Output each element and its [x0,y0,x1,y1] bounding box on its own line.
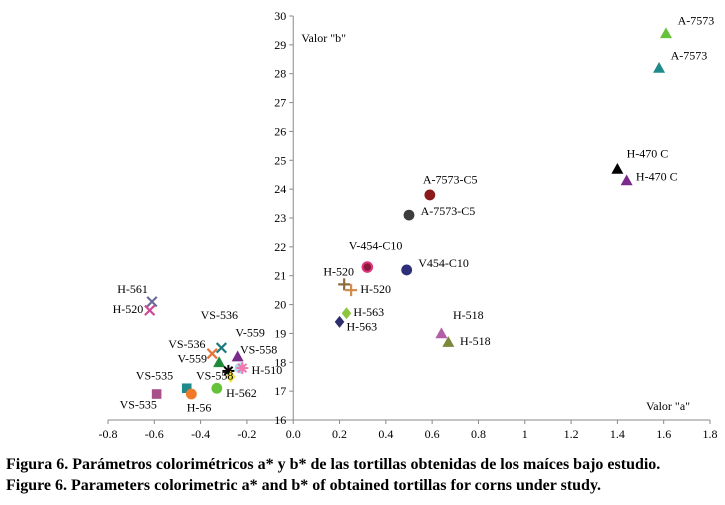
y-tick-label: 21 [274,269,286,283]
scatter-chart: -0.8 -0.6 -0.4 -0.2 0.0 0.2 0.4 0.6 0.8 1 1.2 1.4 1.… [99,9,718,441]
data-label: A-7573 [678,14,715,28]
data-point-circle [185,388,197,400]
data-label: V-454-C10 [349,239,403,253]
y-tick-label: 24 [274,182,286,196]
data-label: VS-558 [240,343,277,357]
data-point-circle [401,264,413,276]
y-tick-label: 29 [274,38,286,52]
y-tick-label: 23 [274,211,286,225]
data-point-plus [338,278,351,291]
data-label: H-518 [453,308,484,322]
figure-caption-spanish: Figura 6. Parámetros colorimétricos a* y… [6,456,661,473]
data-label: VS-558 [196,369,233,383]
x-tick-label: -0.8 [99,427,118,441]
x-tick-label: 0.4 [378,427,393,441]
x-tick-label: -0.6 [145,427,164,441]
x-tick-label: 0.6 [425,427,440,441]
x-tick-label: 1.6 [656,427,671,441]
data-point-x [146,296,158,308]
y-tick-label: 26 [274,124,286,138]
x-tick-label: 1.4 [610,427,625,441]
data-point-circle [211,382,223,394]
data-point-circle [403,209,415,221]
data-label: VS-536 [168,337,205,351]
data-point-x [206,348,218,360]
data-label: H-562 [226,386,257,400]
data-point-diamond [341,307,352,320]
data-label: VS-535 [120,397,157,411]
data-point-plus [345,284,358,297]
y-tick-label: 30 [274,9,286,23]
data-point-triangle [611,162,624,174]
data-label: H-470 C [627,146,669,160]
data-label: H-510 [252,363,283,377]
data-point-x [144,304,156,316]
data-point-triangle [653,61,666,73]
data-label: VS-536 [201,308,238,322]
data-point-star [236,362,249,375]
data-point-circle [361,261,374,273]
data-point-circle [424,189,436,201]
data-point-diamond [225,370,236,383]
data-label: A-7573-C5 [421,204,476,218]
figure-caption-english: Figure 6. Parameters colorimetric a* and… [6,477,602,494]
x-tick-label: 1.2 [564,427,579,441]
data-label: V454-C10 [418,256,469,270]
data-point-square [181,383,192,394]
data-label: V-559 [177,351,207,365]
y-tick-label: 28 [274,67,286,81]
data-point-triangle [231,350,244,362]
data-label: H-520 [323,265,354,279]
x-axis-title: Valor "a" [646,399,690,413]
data-label: H-563 [346,320,377,334]
data-label: VS-535 [136,369,173,383]
data-label: A-7573 [671,48,708,62]
data-label: H-470 C [636,169,678,183]
y-tick-label: 16 [274,413,286,427]
x-tick-label: 1 [522,427,528,441]
data-label: H-518 [460,334,491,348]
y-tick-label: 22 [274,240,286,254]
data-label: H-561 [117,282,148,296]
data-point-triangle [620,174,633,186]
data-point-triangle [213,356,226,368]
x-tick-label: 0.2 [332,427,347,441]
x-tick-label: 1.8 [703,427,718,441]
data-point-diamond [334,315,345,328]
x-tick-label: 0.8 [471,427,486,441]
y-tick-label: 27 [274,96,286,110]
y-tick-label: 25 [274,153,286,167]
data-point-x [215,342,228,354]
data-label: H-56 [187,400,212,414]
data-point-triangle [435,327,448,339]
y-tick-label: 17 [274,384,286,398]
y-axis-title: Valor "b" [301,31,346,45]
y-tick-label: 18 [274,355,286,369]
data-label: H-520 [113,302,144,316]
data-label: V-559 [235,325,265,339]
x-tick-label: 0.0 [286,427,301,441]
data-point-square [151,389,162,399]
x-tick-label: -0.2 [237,427,256,441]
data-label: H-563 [353,305,384,319]
data-label: H-520 [360,282,391,296]
data-label: A-7573-C5 [423,172,478,186]
data-point-triangle [660,27,673,39]
data-point-triangle [442,336,455,347]
y-tick-label: 19 [274,326,286,340]
y-tick-label: 20 [274,298,286,312]
x-tick-label: -0.4 [191,427,210,441]
